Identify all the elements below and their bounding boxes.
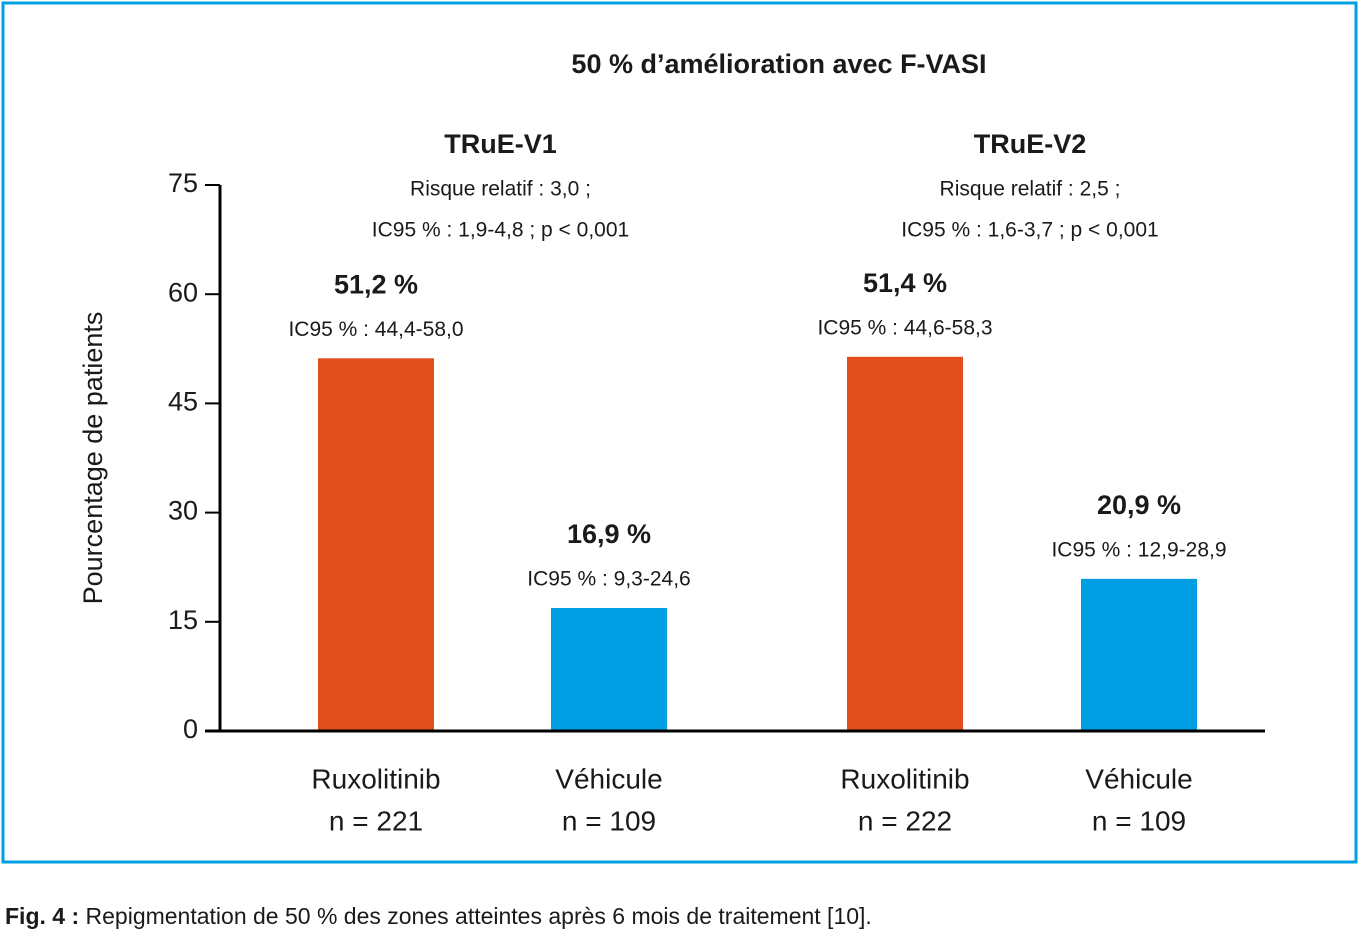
group-note: Risque relatif : 2,5 ; xyxy=(940,178,1121,201)
bar xyxy=(847,356,963,731)
group-title: TRuE-V2 xyxy=(974,129,1087,159)
caption: Fig. 4 : Repigmentation de 50 % des zone… xyxy=(5,903,872,929)
y-tick-label: 45 xyxy=(168,387,198,417)
value-label: 51,2 % xyxy=(334,269,418,299)
x-tick-count: n = 221 xyxy=(329,805,423,836)
ci-label: IC95 % : 44,4-58,0 xyxy=(288,318,463,341)
x-tick-label: Véhicule xyxy=(1085,763,1192,794)
group-note: Risque relatif : 3,0 ; xyxy=(410,178,591,201)
y-tick-label: 15 xyxy=(168,605,198,635)
bar xyxy=(1081,578,1197,731)
y-tick-label: 0 xyxy=(183,714,198,744)
y-tick-label: 75 xyxy=(168,168,198,198)
value-label: 20,9 % xyxy=(1097,490,1181,520)
caption-text: Repigmentation de 50 % des zones atteint… xyxy=(86,903,872,929)
x-tick-label: Ruxolitinib xyxy=(840,763,969,794)
y-axis-label: Pourcentage de patients xyxy=(78,312,108,605)
chart-title: 50 % d’amélioration avec F-VASI xyxy=(571,49,986,79)
ci-label: IC95 % : 44,6-58,3 xyxy=(817,316,992,339)
caption-label: Fig. 4 : xyxy=(5,903,79,929)
group-note: IC95 % : 1,9-4,8 ; p < 0,001 xyxy=(372,219,629,242)
y-tick-label: 60 xyxy=(168,277,198,307)
x-tick-count: n = 109 xyxy=(562,805,656,836)
bar xyxy=(318,358,434,731)
frame xyxy=(1,1,1358,864)
x-tick-count: n = 109 xyxy=(1092,805,1186,836)
ci-label: IC95 % : 12,9-28,9 xyxy=(1051,538,1226,561)
y-tick-label: 30 xyxy=(168,496,198,526)
value-label: 51,4 % xyxy=(863,268,947,298)
ci-label: IC95 % : 9,3-24,6 xyxy=(527,568,690,591)
value-label: 16,9 % xyxy=(567,519,651,549)
x-tick-label: Véhicule xyxy=(555,763,662,794)
group-title: TRuE-V1 xyxy=(444,129,557,159)
group-note: IC95 % : 1,6-3,7 ; p < 0,001 xyxy=(901,219,1158,242)
bar xyxy=(551,607,667,731)
x-tick-count: n = 222 xyxy=(858,805,952,836)
x-tick-label: Ruxolitinib xyxy=(311,763,440,794)
